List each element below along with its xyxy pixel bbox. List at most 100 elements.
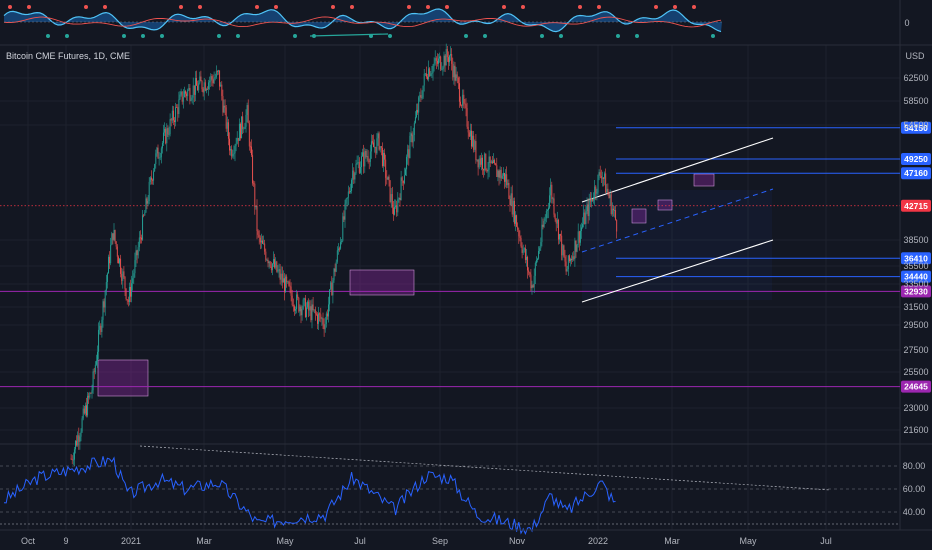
candle-body [545,210,547,219]
candle-body [560,234,562,236]
candle-body [595,186,597,194]
candle-body [112,233,114,240]
candle-body [94,364,96,373]
candle-body [606,188,608,193]
time-tick-label: Nov [509,536,526,546]
candle-body [430,73,432,76]
candle-body [279,269,281,280]
candle-body [282,278,284,283]
candle-body [215,71,217,78]
candle-body [157,147,159,159]
candle-body [180,91,182,95]
candle-body [554,214,556,220]
candle-body [418,97,420,113]
candle-body [510,193,512,206]
candle-body [167,128,169,135]
candle-body [540,242,542,249]
candle-body [280,273,282,280]
candle-body [93,371,95,373]
price-level-label: 34440 [904,272,928,282]
price-tick-label: 38500 [903,235,928,245]
oscillator-dot [331,5,335,9]
oscillator-dot [103,5,107,9]
price-tick-label: 27500 [903,345,928,355]
candle-body [281,273,283,283]
candle-body [391,194,393,208]
candle-body [524,248,526,260]
candle-body [95,360,97,365]
channel-fill [582,190,772,300]
oscillator-dot [407,5,411,9]
time-tick-label: Mar [196,536,212,546]
candle-body [532,285,534,288]
candle-body [319,313,321,315]
candle-body [158,157,160,159]
candle-body [615,210,617,220]
candle-body [460,101,461,106]
candle-body [320,314,322,319]
candle-body [454,65,456,81]
candle-body [488,156,490,170]
candle-body [410,133,412,136]
candle-body [259,237,261,243]
candle-body [447,57,449,63]
candle-body [264,243,266,252]
candle-body [165,128,167,144]
candle-body [581,227,582,231]
candle-body [299,306,301,312]
candle-body [203,82,205,93]
oscillator-dot [597,5,601,9]
candle-body [587,204,589,217]
candle-body [109,256,111,264]
price-level-tag [901,270,931,283]
candle-body [235,143,237,146]
candle-body [544,218,546,221]
candle-body [424,73,426,75]
time-tick-label: May [739,536,757,546]
price-level-label: 49250 [904,154,928,164]
candle-body [260,240,262,243]
candle-body [565,261,567,272]
oscillator-dot [27,5,31,9]
candle-body [411,133,413,143]
candle-body [484,153,486,171]
candle-body [378,133,380,150]
candle-body [82,408,84,419]
price-tick-label: 33500 [903,279,928,289]
candle-body [472,135,474,147]
candle-body [605,173,607,193]
candle-body [186,93,188,97]
candle-body [311,304,313,321]
price-tick-label: 25500 [903,367,928,377]
candle-body [507,182,509,186]
candle-body [601,177,603,179]
candle-body [541,224,543,243]
candle-body [234,145,236,154]
candle-body [223,105,225,113]
candle-body [600,176,602,179]
candle-body [343,216,345,220]
candle-body [478,158,480,168]
oscillator-dot [559,34,563,38]
candle-body [498,170,500,178]
oscillator-dot [445,5,449,9]
oscillator-dot [654,5,658,9]
candle-body [183,91,185,98]
candle-body [293,306,295,311]
candle-body [110,244,112,264]
candle-body [455,74,457,81]
candle-body [330,282,332,290]
candle-body [457,77,459,84]
candle-body [369,151,371,162]
candle-body [574,240,576,260]
candle-body [594,186,596,200]
candle-body [539,248,541,251]
candle-body [300,306,302,316]
oscillator-dot [122,34,126,38]
candle-body [616,219,618,232]
price-tick-label: 31500 [903,302,928,312]
candle-body [124,276,126,289]
candle-body [579,230,581,243]
